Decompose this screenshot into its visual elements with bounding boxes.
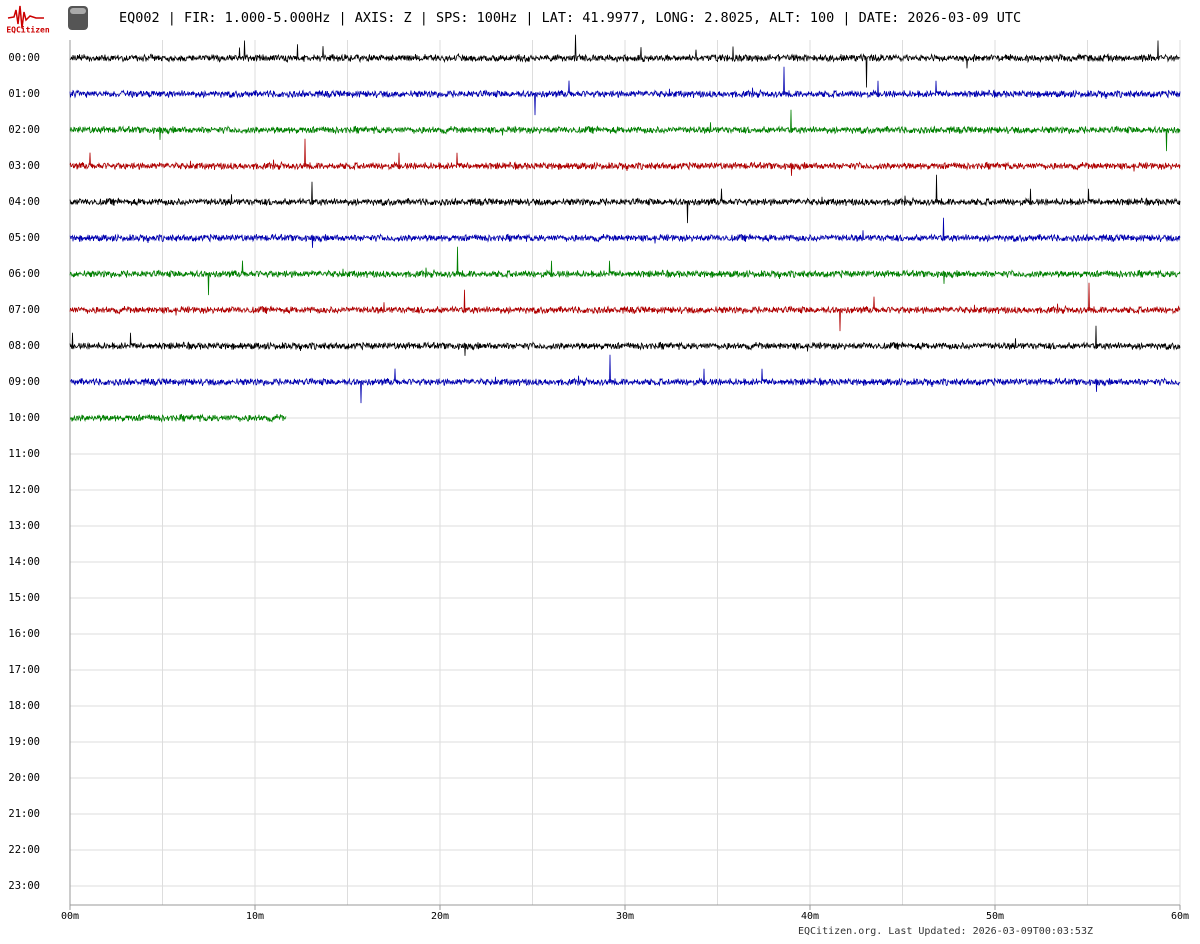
seismic-trace [69,354,1181,404]
hour-label: 18:00 [8,700,40,712]
seismic-trace [69,217,1181,248]
seismic-trace [69,34,1181,88]
hour-label: 05:00 [8,232,40,244]
x-tick-label: 50m [986,911,1004,922]
logo-wave [7,5,44,29]
x-tick-label: 40m [801,911,819,922]
seismic-trace [69,66,1181,116]
x-tick-label: 20m [431,911,449,922]
hour-label: 11:00 [8,448,40,460]
hour-label: 03:00 [8,160,40,172]
logo: EQCitizen [6,5,88,35]
x-tick-label: 00m [61,911,79,922]
seismic-trace [69,413,287,423]
hour-label: 15:00 [8,592,40,604]
hour-label: 17:00 [8,664,40,676]
x-tick-label: 30m [616,911,634,922]
title: EQ002 | FIR: 1.000-5.000Hz | AXIS: Z | S… [119,10,1021,26]
hour-label: 12:00 [8,484,40,496]
hour-label: 09:00 [8,376,40,388]
x-tick-label: 60m [1171,911,1189,922]
seismic-trace [69,325,1181,356]
hour-label: 02:00 [8,124,40,136]
hour-label: 10:00 [8,412,40,424]
seismic-trace [69,246,1181,296]
hour-label: 19:00 [8,736,40,748]
hour-label: 13:00 [8,520,40,532]
hour-label: 22:00 [8,844,40,856]
sensor-icon-top [70,8,86,14]
hour-label: 06:00 [8,268,40,280]
seismic-trace [69,282,1181,332]
hour-label: 00:00 [8,52,40,64]
hour-label: 04:00 [8,196,40,208]
hour-label: 20:00 [8,772,40,784]
seismic-trace [69,174,1181,224]
hour-label: 16:00 [8,628,40,640]
seismic-trace [69,109,1181,152]
hour-label: 21:00 [8,808,40,820]
hour-label: 07:00 [8,304,40,316]
x-tick-label: 10m [246,911,264,922]
hour-label: 23:00 [8,880,40,892]
seismic-trace [69,138,1181,176]
hour-label: 14:00 [8,556,40,568]
hour-label: 08:00 [8,340,40,352]
footer: EQCitizen.org. Last Updated: 2026-03-09T… [798,926,1093,937]
hour-label: 01:00 [8,88,40,100]
logo-text: EQCitizen [6,25,50,35]
